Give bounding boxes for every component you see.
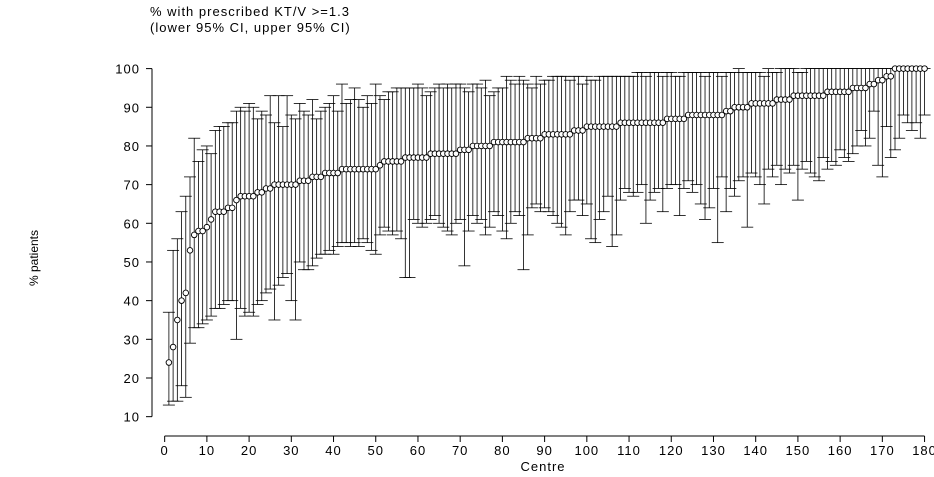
y-tick-label: 100 (115, 62, 140, 77)
data-point (220, 208, 228, 215)
data-point (870, 80, 878, 88)
data-point (452, 150, 460, 157)
data-point (520, 138, 527, 146)
data-point (178, 297, 185, 304)
data-point (182, 289, 190, 297)
data-point (266, 185, 274, 192)
data-point (680, 115, 688, 123)
data-point (769, 100, 776, 107)
data-point (304, 177, 312, 185)
data-point (423, 154, 430, 161)
data-point (397, 158, 405, 165)
data-point (376, 162, 384, 169)
x-axis: 0 10 20 30 40 50 60 70 80 90 100 110 120 130 140 150 160… (161, 435, 934, 458)
x-tick-label: 0 (161, 443, 169, 458)
data-point (228, 204, 236, 212)
x-tick-label: 150 (786, 443, 811, 458)
data-point (819, 92, 827, 99)
data-point (613, 123, 620, 130)
data-point (845, 88, 852, 96)
x-tick-label: 30 (283, 443, 299, 458)
x-tick-label: 70 (452, 443, 468, 458)
y-tick-label: 10 (124, 410, 140, 425)
data-point (727, 107, 734, 115)
data-point (372, 165, 379, 173)
data-point (718, 111, 726, 119)
x-tick-label: 130 (701, 443, 726, 458)
x-axis-label: Centre (520, 459, 565, 474)
data-point (169, 343, 177, 351)
x-tick-label: 140 (743, 443, 768, 458)
data-point (258, 189, 266, 196)
data-point (887, 73, 895, 80)
data-point (165, 359, 173, 366)
y-axis: 10 20 30 40 50 60 70 80 90 100 (115, 62, 153, 425)
data-point (292, 181, 299, 188)
x-tick-label: 10 (199, 443, 215, 458)
data-point (250, 192, 257, 200)
data-point (486, 142, 493, 150)
y-tick-label: 40 (124, 294, 140, 309)
chart-subtitle: (lower 95% CI, upper 95% CI) (150, 20, 351, 35)
data-point (743, 104, 751, 111)
y-tick-label: 50 (124, 255, 140, 270)
data-point (566, 131, 574, 138)
data-point (579, 127, 586, 134)
data-point (921, 65, 928, 72)
y-tick-label: 80 (124, 139, 140, 154)
x-tick-label: 60 (410, 443, 426, 458)
y-tick-label: 70 (124, 178, 140, 193)
x-tick-label: 110 (617, 443, 641, 458)
x-tick-label: 80 (494, 443, 510, 458)
data-point (203, 223, 211, 231)
data-point (199, 227, 206, 235)
data-point (465, 146, 472, 154)
x-tick-label: 40 (325, 443, 341, 458)
x-tick-label: 100 (574, 443, 599, 458)
x-tick-label: 20 (241, 443, 257, 458)
data-point (537, 134, 544, 142)
data-point (190, 231, 198, 239)
x-tick-label: 90 (536, 443, 552, 458)
x-tick-label: 170 (870, 443, 895, 458)
y-axis-label: % patients (27, 230, 41, 286)
y-tick-label: 30 (124, 332, 140, 347)
x-tick-label: 180 (912, 443, 934, 458)
data-point (317, 173, 325, 181)
data-point (786, 96, 793, 103)
y-tick-label: 60 (124, 216, 140, 231)
y-tick-label: 20 (124, 371, 140, 386)
data-point (186, 247, 194, 254)
data-point (174, 316, 181, 324)
data-points (165, 65, 928, 366)
x-tick-label: 160 (828, 443, 853, 458)
data-point (879, 76, 886, 84)
data-point (862, 84, 869, 92)
y-tick-label: 90 (124, 100, 140, 115)
x-tick-label: 50 (368, 443, 384, 458)
data-point (659, 119, 667, 126)
ci-bars (162, 68, 931, 406)
x-tick-label: 120 (659, 443, 684, 458)
data-point (207, 216, 215, 223)
chart-title: % with prescribed KT/V >=1.3 (150, 4, 350, 19)
data-point (233, 196, 240, 204)
data-point (334, 169, 342, 177)
